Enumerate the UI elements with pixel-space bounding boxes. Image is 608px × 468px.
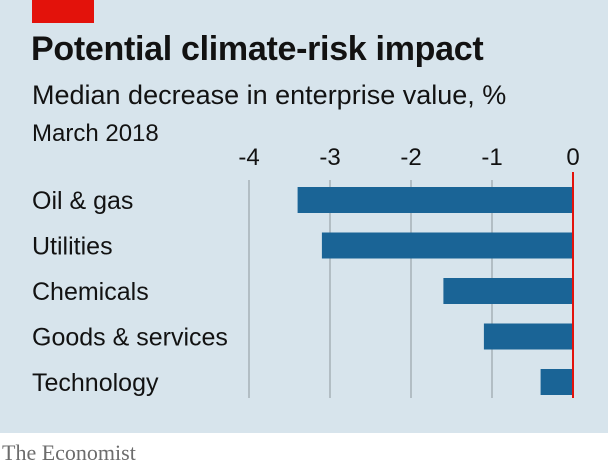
bar	[483, 323, 573, 350]
x-tick-labels: -4 -3 -2 -1 0	[238, 144, 579, 171]
category-labels: Oil & gas Utilities Chemicals Goods & servi…	[32, 187, 228, 397]
chart-date: March 2018	[32, 120, 159, 147]
bar	[443, 278, 573, 304]
x-tick-label: -3	[319, 144, 340, 171]
x-tick-label: -1	[481, 144, 502, 171]
gridlines	[248, 180, 493, 398]
brand-tag	[32, 0, 94, 23]
category-label: Utilities	[32, 233, 113, 261]
x-tick-label: -4	[238, 144, 259, 171]
bar	[321, 232, 573, 259]
bar-chart: -4 -3 -2 -1 0 Oil & gas Utilities Chemicals Goo…	[32, 144, 580, 398]
category-label: Technology	[32, 369, 159, 397]
category-label: Oil & gas	[32, 187, 133, 215]
bar	[540, 369, 573, 395]
chart-subtitle: Median decrease in enterprise value, %	[32, 80, 507, 110]
chart-panel	[0, 0, 608, 433]
x-tick-label: -2	[400, 144, 421, 171]
bars	[297, 187, 573, 395]
chart-title: Potential climate-risk impact	[31, 30, 484, 68]
source-label: The Economist	[2, 440, 136, 465]
x-tick-label: 0	[566, 144, 579, 171]
bar	[297, 187, 573, 213]
category-label: Goods & services	[32, 324, 228, 352]
category-label: Chemicals	[32, 278, 149, 306]
